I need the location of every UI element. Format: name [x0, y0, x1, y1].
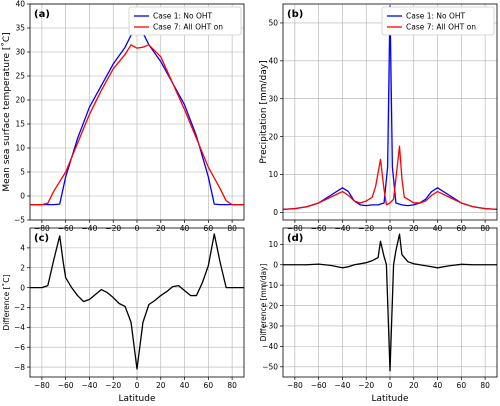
y-tick-label: −20 — [262, 301, 278, 310]
x-tick-label: −60 — [58, 381, 74, 390]
series-line-case-7-all-oht-on — [30, 44, 244, 206]
difference-line — [283, 233, 497, 372]
y-tick-label: 20 — [268, 132, 278, 141]
legend-box — [128, 6, 242, 36]
y-tick-label: 4 — [20, 244, 25, 253]
x-tick-label: 80 — [480, 381, 490, 390]
y-tick-label: −5 — [14, 216, 25, 225]
y-tick-label: −2 — [14, 303, 25, 312]
x-tick-label: −40 — [335, 381, 351, 390]
y-tick-label: 50 — [268, 19, 278, 28]
y-axis-label: Difference [˚C] — [2, 274, 11, 330]
x-tick-label: −60 — [311, 381, 327, 390]
y-tick-label: −6 — [14, 343, 25, 352]
legend-entry: Case 1: No OHT — [153, 12, 213, 21]
y-tick-label: 10 — [268, 240, 278, 249]
y-tick-label: 25 — [15, 72, 25, 81]
y-tick-label: 2 — [20, 263, 25, 272]
y-tick-label: −10 — [262, 281, 278, 290]
y-tick-label: 0 — [273, 260, 278, 269]
y-tick-label: 0 — [20, 192, 25, 201]
y-tick-label: −8 — [14, 363, 25, 372]
legend: Case 1: No OHT Case 7: All OHT on — [128, 6, 242, 36]
y-tick-label: 40 — [268, 57, 278, 66]
y-tick-label: 5 — [20, 168, 25, 177]
y-tick-label: 30 — [268, 94, 278, 103]
x-tick-label: −20 — [358, 381, 374, 390]
y-axis-label: Precipitation [mm/day] — [259, 60, 269, 163]
legend-entry: Case 7: All OHT on — [406, 23, 476, 32]
x-tick-label: 20 — [409, 381, 419, 390]
x-axis-label: Latitude — [118, 394, 156, 404]
y-tick-label: 30 — [15, 48, 25, 57]
panel-label: (a) — [34, 9, 50, 20]
y-tick-label: 15 — [15, 120, 25, 129]
x-tick-label: 0 — [388, 381, 393, 390]
panel-b: −80−60−40−2002040608001020304050(b)Preci… — [259, 3, 498, 233]
y-tick-label: 10 — [268, 170, 278, 179]
y-axis-label: Difference [mm/day] — [259, 264, 268, 342]
panel-label: (b) — [287, 9, 303, 20]
panel-label: (d) — [287, 233, 303, 244]
x-tick-label: 60 — [204, 381, 214, 390]
y-tick-label: −4 — [14, 323, 25, 332]
x-tick-label: 40 — [433, 381, 443, 390]
y-tick-label: 0 — [273, 208, 278, 217]
legend-box — [381, 6, 495, 36]
x-tick-label: −80 — [34, 381, 50, 390]
panel-a: −80−60−40−20020406080−50510152025303540(… — [1, 0, 245, 233]
y-tick-label: 35 — [15, 24, 25, 33]
series-line-case-1-no-oht — [282, 5, 498, 211]
y-tick-label: 0 — [20, 283, 25, 292]
panel-label: (c) — [34, 233, 49, 244]
x-tick-label: 60 — [457, 381, 467, 390]
y-tick-label: 10 — [15, 144, 25, 153]
panel-d: −80 −60 −40 −20 0 20 40 60 80 −50 −40 −30 −20 −10 0 10 (… — [259, 227, 498, 404]
series-line-case-7-all-oht-on — [282, 145, 498, 211]
x-tick-label: 40 — [180, 381, 190, 390]
legend-entry: Case 7: All OHT on — [153, 23, 223, 32]
y-tick-label: −30 — [262, 322, 278, 331]
x-tick-label: −20 — [105, 381, 121, 390]
difference-line — [30, 233, 244, 370]
x-tick-label: −40 — [82, 381, 98, 390]
legend-entry: Case 1: No OHT — [406, 12, 466, 21]
x-tick-label: −80 — [287, 381, 303, 390]
legend: Case 1: No OHT Case 7: All OHT on — [381, 6, 495, 36]
x-tick-label: 0 — [135, 381, 140, 390]
y-tick-label: −50 — [262, 362, 278, 371]
x-tick-label: 20 — [156, 381, 166, 390]
y-tick-label: 40 — [15, 0, 25, 9]
x-tick-label: 80 — [227, 381, 237, 390]
y-tick-label: −40 — [262, 342, 278, 351]
panel-c: −80 −60 −40 −20 0 20 40 60 80−8−6−4−2024(c)Diffe… — [2, 227, 245, 404]
y-tick-label: 20 — [15, 96, 25, 105]
x-axis-label: Latitude — [371, 394, 409, 404]
y-axis-label: Mean sea surface temperature [˚C] — [1, 32, 12, 191]
